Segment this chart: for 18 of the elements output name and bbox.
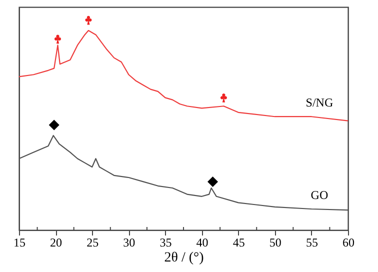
x-tick-label: 25 [86, 236, 99, 250]
point [220, 94, 227, 102]
x-tick-label: 50 [269, 236, 282, 250]
x-tick-label: 35 [160, 236, 172, 250]
point [48, 120, 60, 130]
x-tick-label: 40 [196, 236, 208, 250]
point [54, 34, 62, 44]
point [208, 176, 218, 187]
x-tick-label: 30 [123, 236, 136, 250]
point [85, 16, 92, 25]
series-label: S/NG [306, 96, 334, 110]
x-tick-label: 60 [342, 236, 354, 250]
series-label: GO [310, 188, 328, 202]
x-tick-label: 55 [306, 236, 318, 250]
x-axis-title: 2θ / (°) [164, 250, 204, 266]
x-tick-label: 45 [232, 236, 245, 250]
x-tick-label: 15 [14, 236, 26, 250]
x-tick-label: 20 [50, 236, 62, 250]
